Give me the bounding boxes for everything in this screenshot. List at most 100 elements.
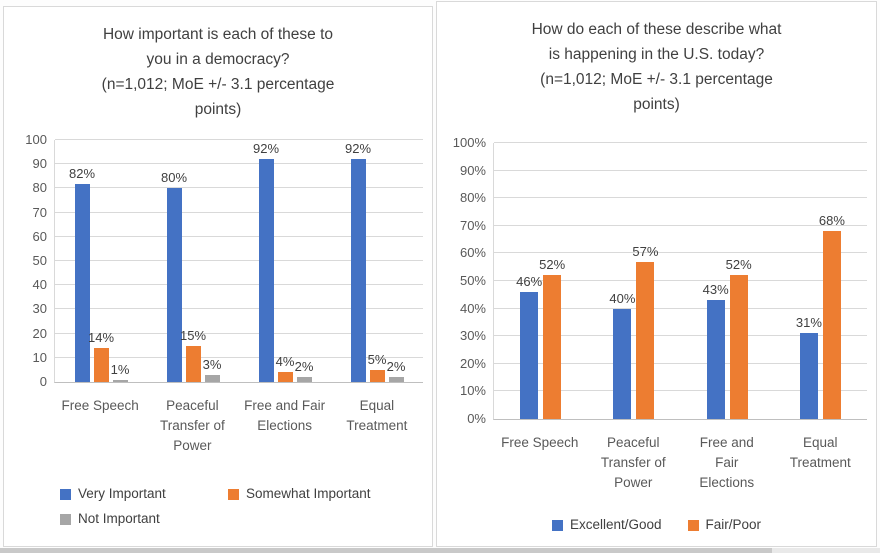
bar-group: 92% 5% 2%: [331, 140, 423, 382]
gridline: [494, 390, 867, 392]
bar-column: 14%: [88, 140, 114, 382]
legend-label: Not Important: [78, 511, 160, 526]
bar-column: 57%: [632, 143, 658, 419]
bar-group: 43% 52%: [681, 143, 774, 419]
gridline: [494, 307, 867, 309]
bar-value-label: 68%: [818, 213, 845, 229]
bar-column: 2%: [386, 140, 406, 382]
chart-body: 0% 10% 20% 30% 40% 50% 60% 70% 80% 90% 100% 46% 52% 4…: [437, 135, 876, 533]
bar-value-label: 57%: [632, 243, 659, 259]
bar-value-label: 2%: [294, 359, 314, 375]
y-axis-tick-label: 90%: [459, 162, 486, 178]
x-axis-labels: Free Speech Peaceful Transfer of Power Fre…: [493, 433, 867, 493]
bar-value-label: 4%: [275, 354, 295, 370]
bar-orange: [185, 345, 201, 382]
y-axis-tick-label: 80%: [459, 190, 486, 206]
bar-blue: [166, 188, 182, 382]
bar-gray: [204, 374, 220, 382]
bar-value-label: 2%: [386, 359, 406, 375]
y-axis: 0% 10% 20% 30% 40% 50% 60% 70% 80% 90% 100%: [443, 135, 493, 426]
bar-blue: [258, 159, 274, 382]
bar-value-label: 31%: [795, 315, 822, 331]
category-label: Equal Treatment: [789, 435, 851, 470]
bar-blue: [613, 308, 632, 419]
bar-blue: [350, 159, 366, 382]
bar-orange: [822, 231, 841, 419]
bar-group: 31% 68%: [774, 143, 867, 419]
legend-item: Fair/Poor: [687, 517, 762, 533]
y-axis-tick-label: 50%: [459, 273, 486, 288]
bar-column: 52%: [539, 143, 565, 419]
plot-area: 82% 14% 1% 80% 15% 3% 92% 4% 2% 92% 5% 2%: [54, 139, 423, 383]
y-axis-tick-label: 100%: [452, 135, 486, 150]
y-axis-tick-label: 0%: [467, 411, 486, 426]
chart-title: How important is each of these to you in…: [101, 26, 335, 118]
gridline: [55, 187, 423, 189]
bar-value-label: 5%: [367, 351, 387, 367]
y-axis-tick-label: 10%: [459, 383, 486, 399]
bar-orange: [277, 372, 293, 382]
gridline: [494, 169, 867, 171]
legend-swatch-icon: [60, 488, 71, 500]
legend-label: Somewhat Important: [246, 486, 371, 501]
y-axis-tick-label: 0: [39, 374, 47, 389]
bar-value-label: 52%: [539, 257, 566, 273]
y-axis-tick-label: 60%: [459, 245, 486, 261]
y-axis-tick-label: 10: [32, 349, 47, 365]
bar-value-label: 92%: [344, 141, 372, 157]
window-bottom-edge-shadow: [0, 548, 772, 553]
bar-column: 68%: [819, 143, 845, 419]
plot-area: 46% 52% 40% 57% 43% 52% 31% 68%: [493, 142, 867, 420]
bar-orange: [636, 261, 655, 419]
legend-swatch-icon: [60, 513, 71, 525]
category-label: Equal Treatment: [346, 398, 408, 433]
gridline: [55, 260, 423, 261]
legend: Excellent/Good Fair/Poor: [437, 517, 876, 533]
category-label: Free and Fair Elections: [699, 435, 755, 490]
bar-value-label: 82%: [68, 165, 96, 181]
bar-column: 92%: [345, 140, 371, 382]
bar-column: 80%: [161, 140, 187, 382]
bar-column: 3%: [202, 140, 222, 382]
bar-column: 43%: [703, 143, 729, 419]
bar-orange: [729, 275, 748, 419]
bar-column: 52%: [726, 143, 752, 419]
y-axis-tick-label: 20: [32, 325, 47, 341]
bar-group: 80% 15% 3%: [147, 140, 239, 382]
category-label: Free Speech: [501, 435, 579, 450]
bar-value-label: 15%: [179, 327, 207, 343]
legend-label: Fair/Poor: [705, 517, 762, 532]
legend: Very Important Somewhat Important Not Impo…: [4, 486, 432, 527]
bar-blue: [799, 333, 818, 419]
gridline: [55, 139, 423, 140]
category-label: Peaceful Transfer of Power: [159, 398, 225, 453]
legend-label: Excellent/Good: [569, 517, 662, 532]
gridline: [55, 235, 423, 237]
category-label: Peaceful Transfer of Power: [600, 435, 666, 490]
gridline: [55, 308, 423, 310]
y-axis-tick-label: 70%: [459, 217, 486, 233]
bar-value-label: 92%: [252, 141, 280, 157]
y-axis-tick-label: 90: [32, 156, 47, 172]
y-axis-tick-label: 30: [32, 301, 47, 317]
bar-orange: [369, 369, 385, 382]
bar-group: 92% 4% 2%: [239, 140, 331, 382]
chart-plot-row: 0% 10% 20% 30% 40% 50% 60% 70% 80% 90% 100% 46% 52% 4…: [437, 135, 876, 426]
bar-orange: [93, 348, 109, 382]
bar-column: 5%: [367, 140, 387, 382]
bar-column: 2%: [294, 140, 314, 382]
bar-blue: [74, 183, 90, 382]
gridline: [494, 197, 867, 199]
bar-group: 40% 57%: [587, 143, 680, 419]
x-axis-spacer: [10, 396, 54, 456]
bar-value-label: 3%: [202, 356, 222, 372]
bar-blue: [520, 292, 539, 419]
gridline: [494, 335, 867, 337]
x-axis: Free Speech Peaceful Transfer of Power Fre…: [437, 433, 876, 493]
bar-group: 46% 52%: [494, 143, 587, 419]
category-label: Free Speech: [61, 398, 139, 413]
legend-label: Very Important: [78, 486, 166, 501]
gridline: [55, 356, 423, 358]
x-axis: Free Speech Peaceful Transfer of Power Fre…: [4, 396, 432, 456]
bar-column: 40%: [609, 143, 635, 419]
